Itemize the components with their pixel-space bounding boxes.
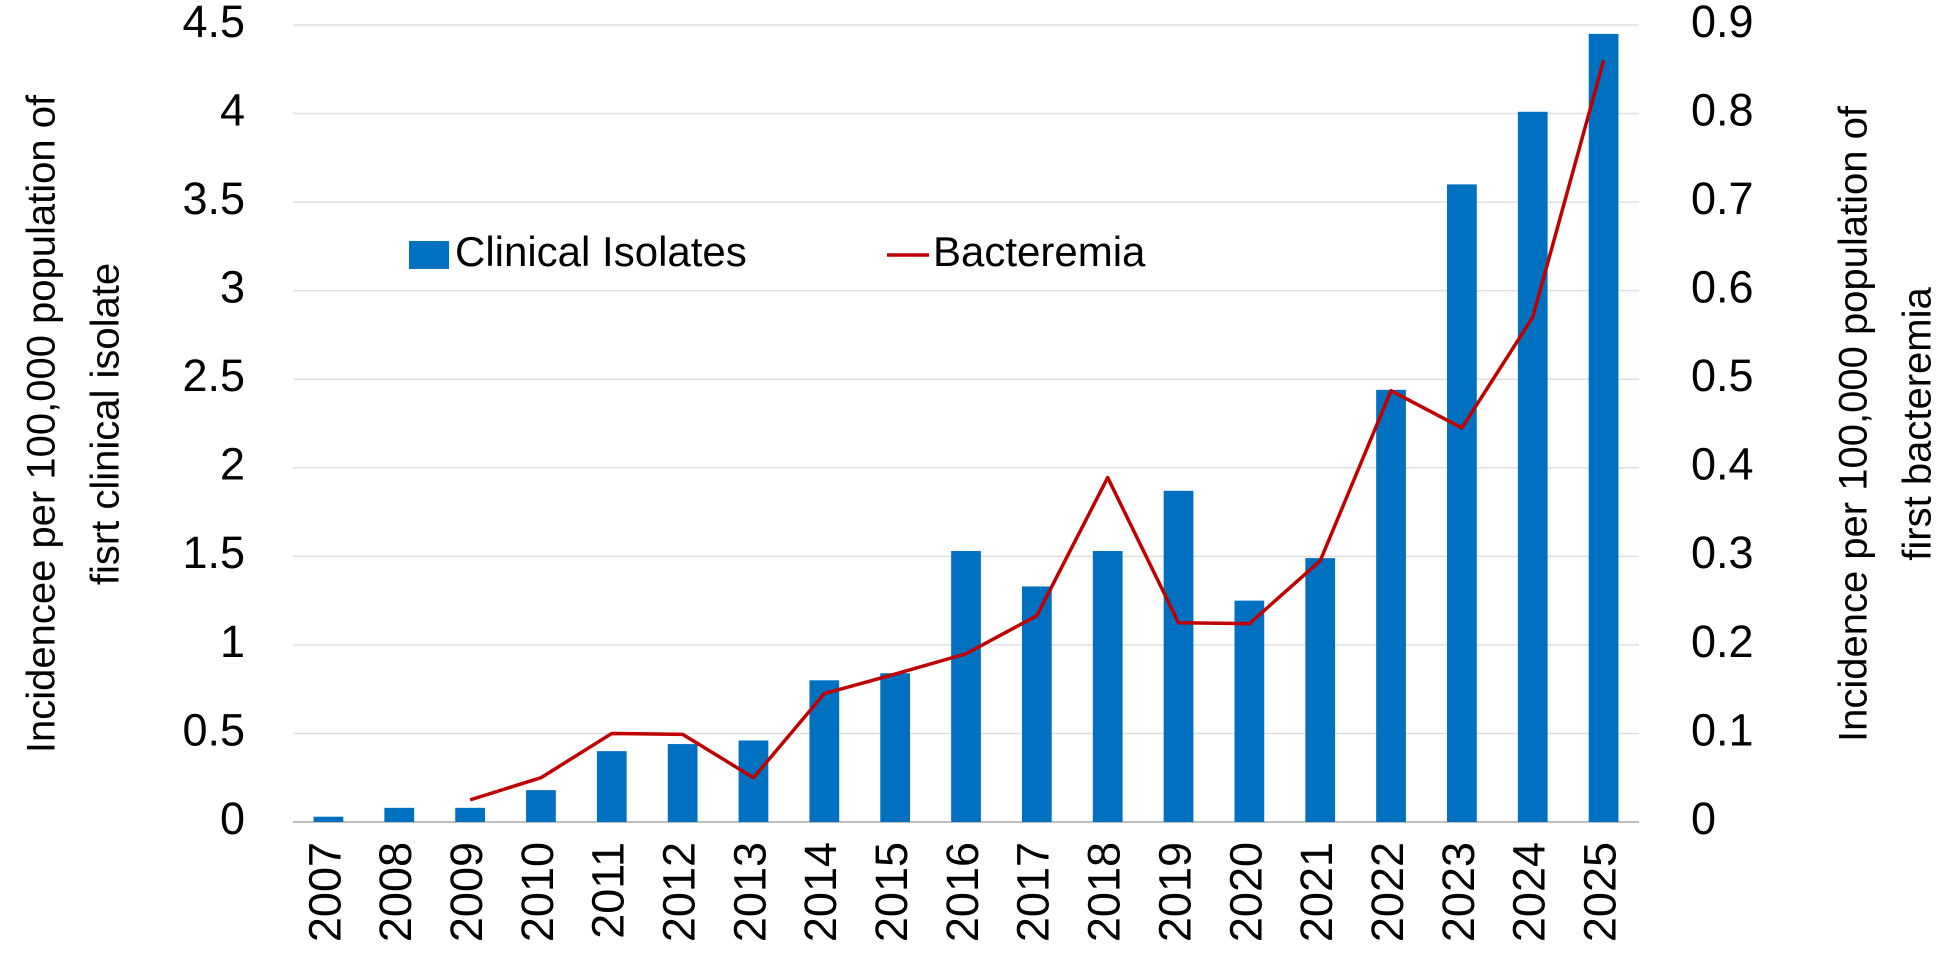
y2-axis-title: Incidence per 100,000 population of (1832, 105, 1876, 742)
y2-tick-label: 0.5 (1691, 350, 1754, 401)
bar (1021, 586, 1052, 822)
x-tick-label: 2010 (512, 842, 563, 942)
bar (738, 740, 769, 822)
y2-tick-label: 0.6 (1691, 262, 1754, 313)
x-tick-label: 2015 (866, 842, 917, 942)
legend-swatch (409, 241, 449, 269)
x-tick-label: 2009 (441, 842, 492, 942)
x-tick-label: 2018 (1079, 842, 1130, 942)
y-tick-label: 4.5 (182, 0, 245, 47)
bar (455, 807, 485, 822)
bar (1163, 490, 1194, 822)
bar (1588, 33, 1619, 823)
y2-tick-label: 0.4 (1691, 439, 1754, 490)
y2-tick-label: 0.1 (1691, 704, 1754, 755)
y-tick-label: 4 (220, 84, 245, 135)
y2-tick-label: 0 (1691, 793, 1716, 844)
x-tick-label: 2016 (937, 842, 988, 942)
x-tick-label: 2024 (1504, 842, 1555, 942)
x-tick-label: 2021 (1291, 842, 1342, 942)
y-axis-title: Incidencee per 100,000 population of (20, 94, 64, 753)
y-tick-label: 1 (220, 616, 245, 667)
bar (667, 744, 698, 822)
bar (1376, 389, 1406, 822)
y2-tick-label: 0.7 (1691, 173, 1754, 224)
x-tick-label: 2017 (1008, 842, 1059, 942)
x-tick-label: 2011 (583, 842, 634, 939)
x-tick-label: 2013 (724, 842, 775, 942)
bar (809, 680, 840, 822)
line (469, 59, 1606, 802)
x-tick-label: 2014 (795, 842, 846, 942)
x-tick-label: 2008 (370, 842, 421, 942)
bar (384, 807, 415, 822)
x-tick-label: 2022 (1362, 842, 1413, 942)
y-axis-title: fisrt clinical isolate (84, 263, 128, 585)
legend-label: Bacteremia (933, 228, 1146, 275)
bar (880, 673, 911, 822)
x-tick-label: 2019 (1149, 842, 1200, 942)
y2-axis-title: first bacteremia (1896, 287, 1940, 561)
bar (1092, 551, 1123, 822)
y-tick-label: 3 (220, 262, 245, 313)
x-tick-label: 2012 (654, 842, 705, 942)
x-tick-label: 2020 (1220, 842, 1271, 942)
y-tick-label: 0 (220, 793, 245, 844)
x-tick-label: 2025 (1574, 842, 1625, 942)
bar (596, 751, 627, 822)
bar (951, 551, 981, 822)
y2-tick-label: 0.3 (1691, 527, 1754, 578)
x-tick-label: 2007 (299, 842, 350, 942)
y-tick-label: 2.5 (182, 350, 245, 401)
bar (1234, 600, 1265, 822)
y-tick-label: 3.5 (182, 173, 245, 224)
y-tick-label: 1.5 (182, 527, 245, 578)
y2-tick-label: 0.2 (1691, 616, 1754, 667)
legend-label: Clinical Isolates (455, 228, 747, 275)
bar (1447, 184, 1477, 822)
y-tick-label: 0.5 (182, 704, 245, 755)
x-tick-label: 2023 (1433, 842, 1484, 942)
bar (526, 790, 556, 822)
y-tick-label: 2 (220, 439, 245, 490)
bar (1305, 558, 1336, 822)
bar (1517, 111, 1548, 823)
y2-tick-label: 0.8 (1691, 84, 1754, 135)
bar (313, 816, 344, 822)
y2-tick-label: 0.9 (1691, 0, 1754, 47)
